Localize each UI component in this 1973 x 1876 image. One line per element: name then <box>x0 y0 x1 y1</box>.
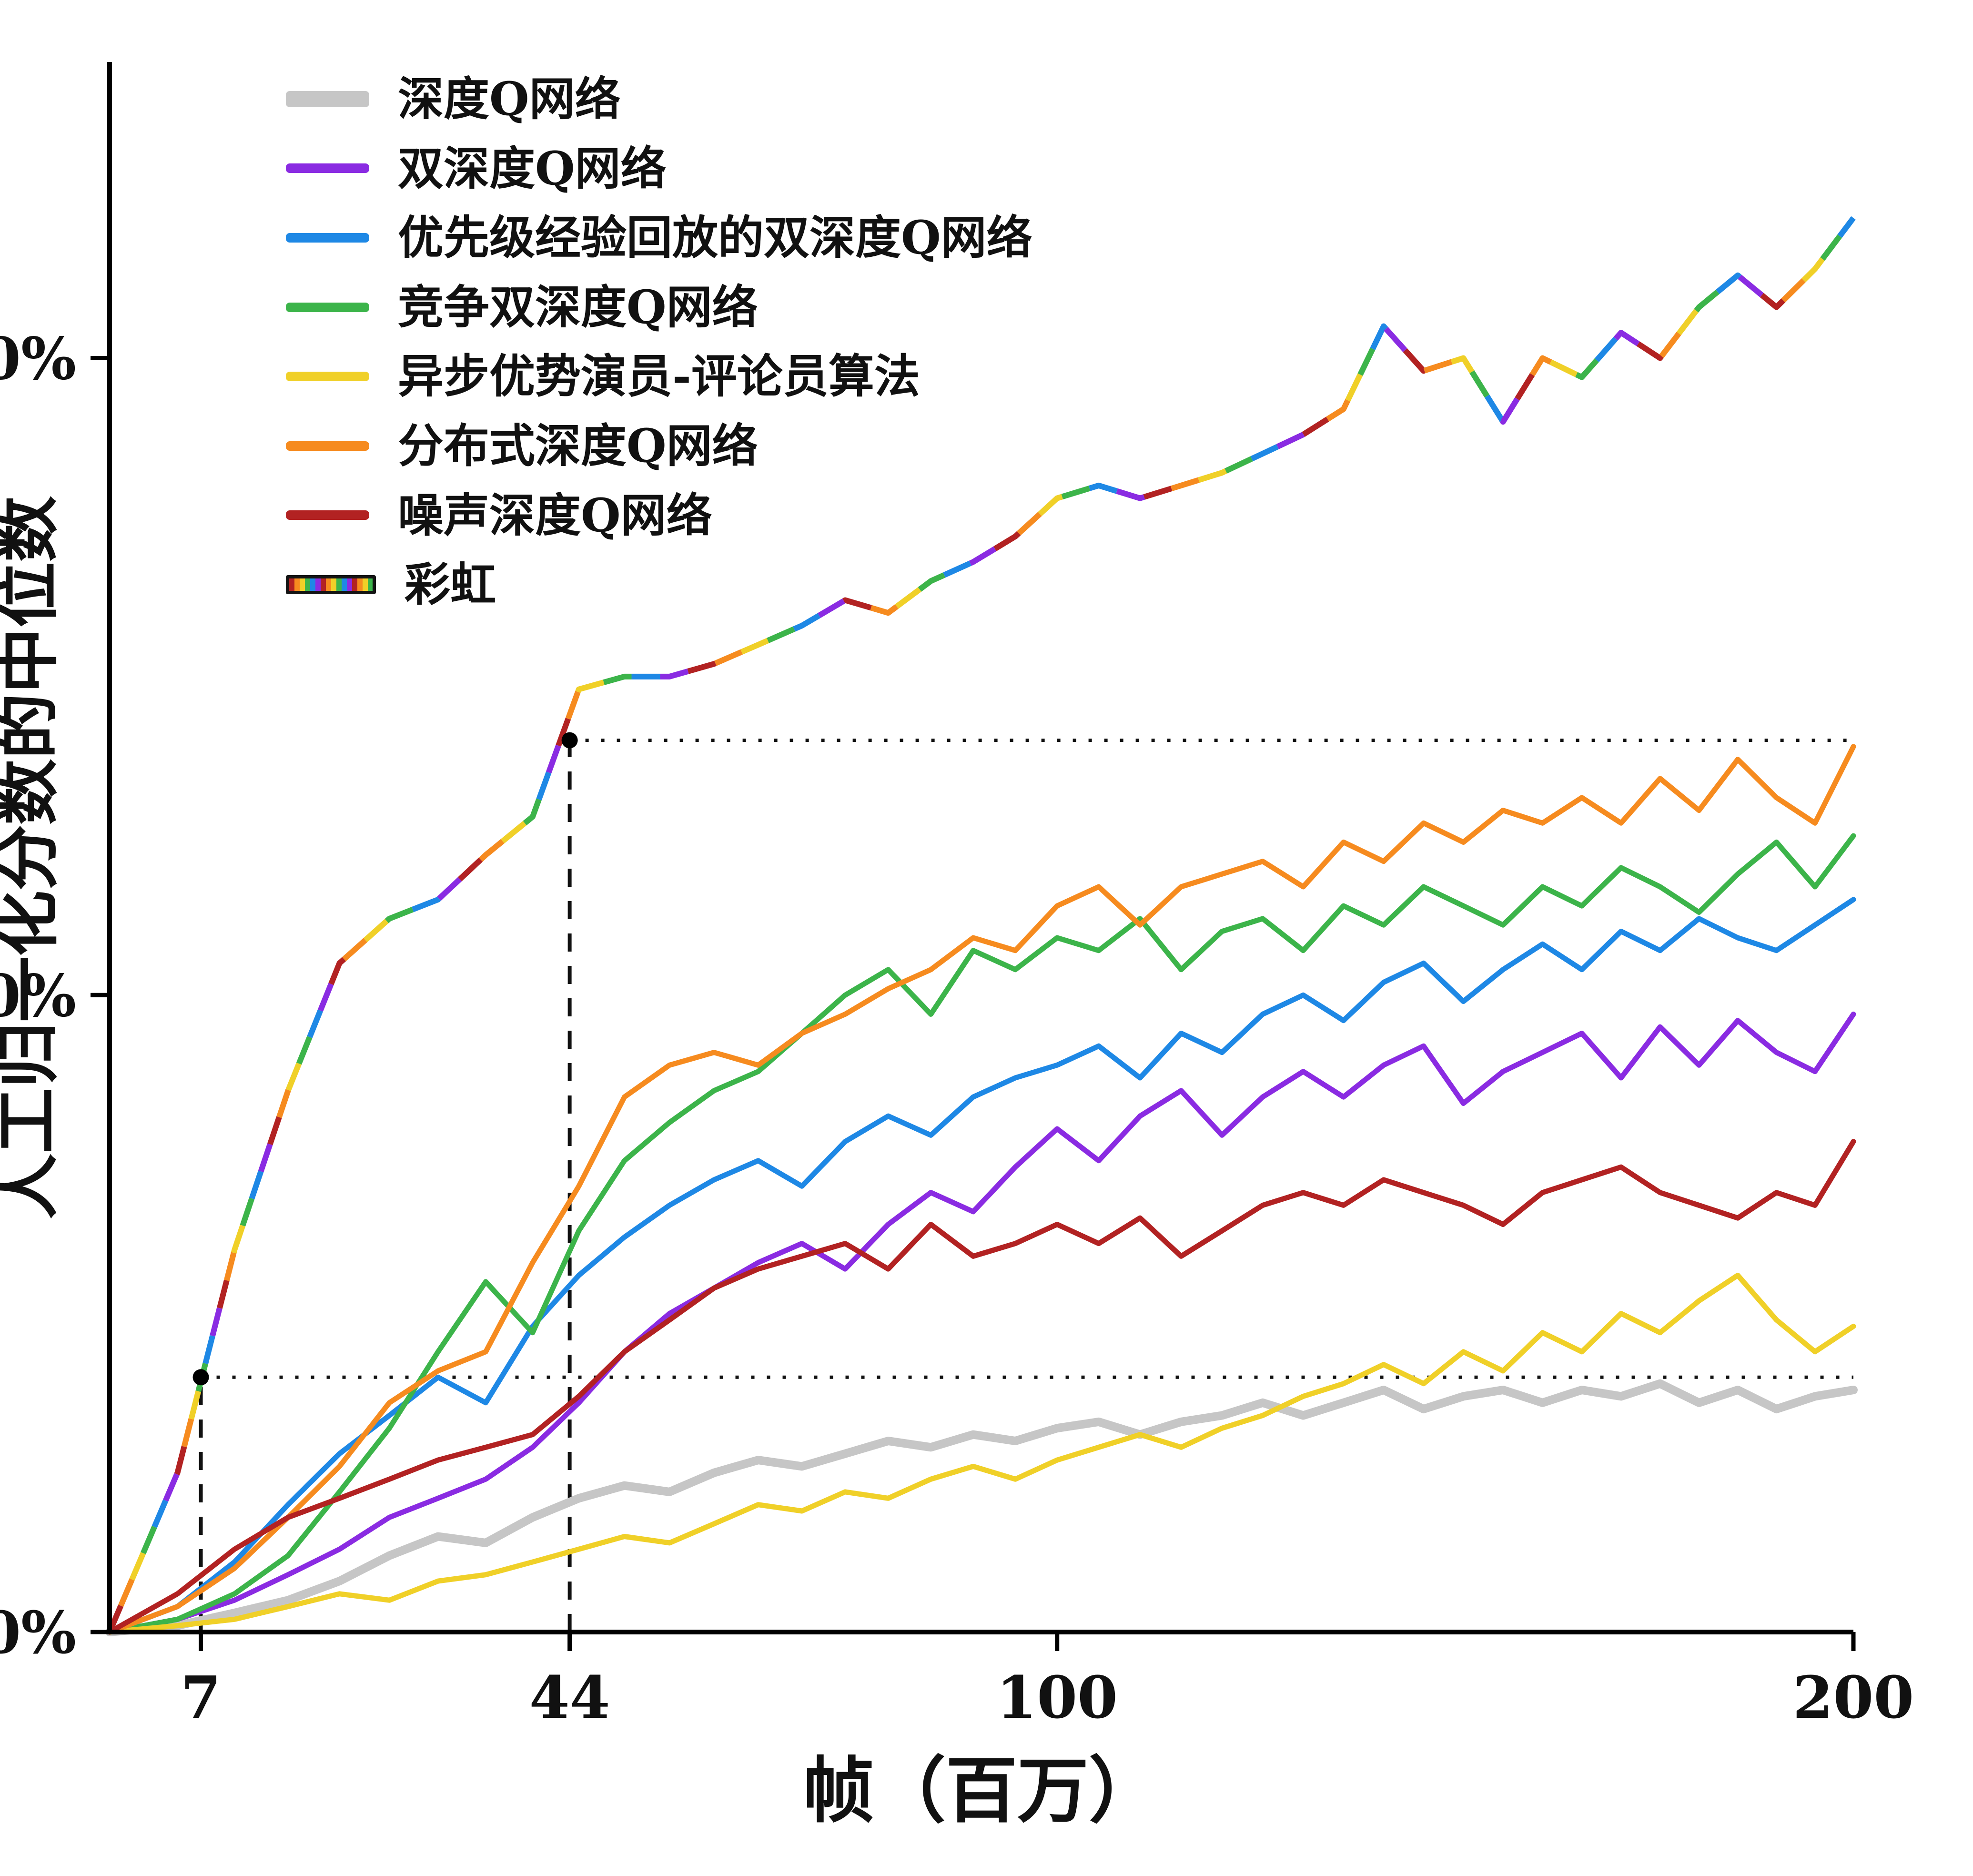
x-tick-label: 7 <box>181 1663 221 1732</box>
x-tick-label: 100 <box>996 1663 1118 1732</box>
legend-swatch-prioritized-ddqn <box>286 233 369 243</box>
legend-swatch-rainbow <box>286 575 376 594</box>
annotation-dot <box>192 1369 209 1386</box>
y-axis-label: 人工归一化分数的中位数 <box>0 496 66 1219</box>
legend-label-dueling-ddqn: 竞争双深度Q网络 <box>398 280 758 334</box>
legend-swatch-a3c <box>286 372 369 382</box>
legend-label-prioritized-ddqn: 优先级经验回放的双深度Q网络 <box>398 211 1032 265</box>
series-line-3 <box>107 833 1856 1635</box>
series-line-5 <box>107 744 1856 1635</box>
series-line-rainbow <box>107 216 1856 1633</box>
legend-item-noisy-dqn: 噪声深度Q网络 <box>286 490 1032 541</box>
y-tick-label: 100% <box>0 961 76 1030</box>
legend-item-distributional-dqn: 分布式深度Q网络 <box>286 421 1032 471</box>
legend-swatch-distributional-dqn <box>286 441 369 451</box>
x-axis-label: 帧（百万） <box>803 1749 1160 1833</box>
series-line-0 <box>105 1379 1858 1636</box>
legend-item-dqn: 深度Q网络 <box>286 74 1032 124</box>
legend-swatch-noisy-dqn <box>286 510 369 520</box>
legend-label-a3c: 异步优势演员-评论员算法 <box>398 349 920 404</box>
legend-item-dueling-ddqn: 竞争双深度Q网络 <box>286 282 1032 333</box>
legend-label-distributional-dqn: 分布式深度Q网络 <box>398 418 758 473</box>
series-line-rainbow <box>107 216 1856 1633</box>
legend-item-a3c: 异步优势演员-评论员算法 <box>286 351 1032 402</box>
legend: 深度Q网络 双深度Q网络 优先级经验回放的双深度Q网络 竞争双深度Q网络 异步优… <box>286 74 1032 610</box>
legend-label-dqn: 深度Q网络 <box>398 72 621 126</box>
legend-label-double-dqn: 双深度Q网络 <box>398 141 667 195</box>
series-line-1 <box>107 1011 1856 1635</box>
x-tick-label: 44 <box>529 1663 610 1732</box>
y-tick-label: 200% <box>0 324 76 393</box>
legend-item-prioritized-ddqn: 优先级经验回放的双深度Q网络 <box>286 213 1032 263</box>
legend-swatch-dqn <box>286 91 369 107</box>
y-tick-label: 0% <box>0 1598 76 1667</box>
legend-item-rainbow: 彩虹 <box>286 559 1032 610</box>
annotation-dot <box>561 732 578 749</box>
legend-swatch-dueling-ddqn <box>286 302 369 312</box>
series-line-4 <box>107 1272 1856 1635</box>
x-tick-label: 200 <box>1793 1663 1914 1732</box>
legend-item-double-dqn: 双深度Q网络 <box>286 143 1032 194</box>
series-line-rainbow <box>107 216 1856 1633</box>
legend-label-noisy-dqn: 噪声深度Q网络 <box>398 488 712 542</box>
series-line-6 <box>107 1139 1856 1635</box>
legend-swatch-double-dqn <box>286 163 369 173</box>
series-line-2 <box>107 897 1856 1635</box>
legend-label-rainbow: 彩虹 <box>405 558 496 612</box>
